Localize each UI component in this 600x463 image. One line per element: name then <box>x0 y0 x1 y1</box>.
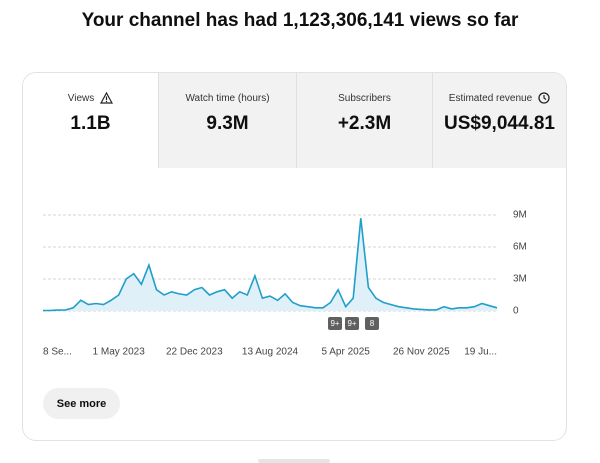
tab[interactable]: Views 1.1B <box>23 73 158 168</box>
y-tick-label: 6M <box>513 242 527 253</box>
y-tick-label: 9M <box>513 210 527 221</box>
badge-label: 8 <box>370 319 375 328</box>
x-tick-label: 22 Dec 2023 <box>166 347 223 358</box>
tab-label: Subscribers <box>338 92 391 104</box>
tab[interactable]: Watch time (hours) 9.3M <box>158 73 296 168</box>
x-tick-label: 13 Aug 2024 <box>242 347 299 358</box>
drag-handle <box>258 459 330 463</box>
tab[interactable]: Estimated revenue US$9,044.81 <box>432 73 566 168</box>
see-more-button[interactable]: See more <box>43 388 120 419</box>
tab-label: Estimated revenue <box>448 92 533 104</box>
tab-value: 9.3M <box>206 113 249 134</box>
badge[interactable] <box>328 317 342 330</box>
analytics-card: Views 1.1B Watch time (hours) 9.3M Subsc… <box>22 72 567 441</box>
tab-label: Watch time (hours) <box>185 92 270 104</box>
y-tick-label: 3M <box>513 274 527 285</box>
y-tick-label: 0 <box>513 306 519 317</box>
x-tick-label: 5 Apr 2025 <box>321 347 370 358</box>
badge[interactable] <box>345 317 359 330</box>
badge-label: 9+ <box>330 319 339 328</box>
tab-value: 1.1B <box>70 113 111 134</box>
tab-value: US$9,044.81 <box>444 113 555 134</box>
badge[interactable] <box>365 317 379 330</box>
area <box>43 218 497 311</box>
page-title: Your channel has had 1,123,306,141 views… <box>81 10 519 31</box>
line <box>42 218 498 312</box>
badge-label: 9+ <box>347 319 356 328</box>
clock-icon <box>538 92 550 104</box>
tab-label: Views <box>67 92 95 104</box>
x-tick-label: 1 May 2023 <box>93 347 146 358</box>
warning-icon <box>100 92 114 104</box>
x-tick-label: 8 Se... <box>43 347 72 358</box>
tab-value: +2.3M <box>337 113 392 134</box>
x-tick-label: 26 Nov 2025 <box>393 347 450 358</box>
x-tick-label: 19 Ju... <box>464 347 497 358</box>
tab[interactable]: Subscribers +2.3M <box>296 73 432 168</box>
